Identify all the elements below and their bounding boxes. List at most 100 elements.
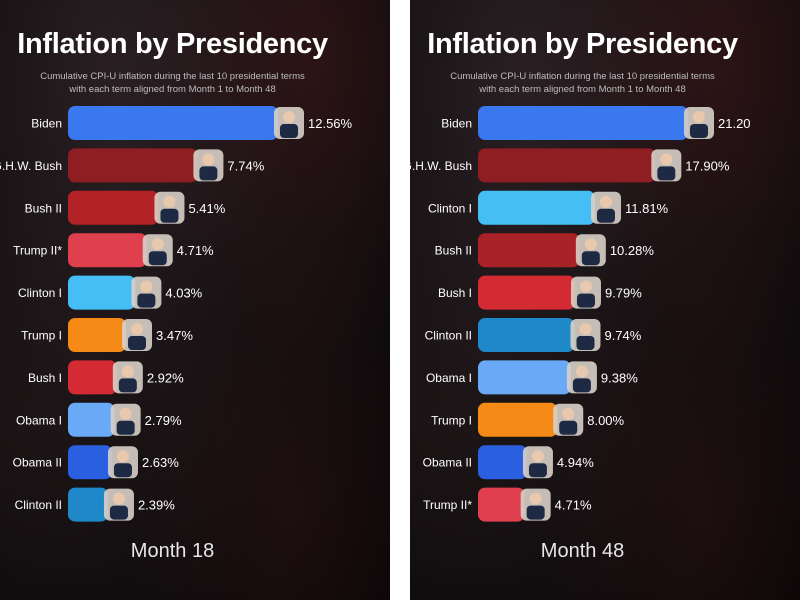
bar bbox=[478, 445, 527, 480]
value-label: 21.20 bbox=[718, 116, 751, 131]
bar-row: Trump I 8.00% bbox=[431, 402, 625, 437]
portrait-face bbox=[140, 280, 153, 293]
bar-row: G.H.W. Bush 17.90% bbox=[410, 148, 730, 183]
portrait-face bbox=[202, 153, 215, 166]
value-label: 4.71% bbox=[555, 498, 592, 513]
chart-subtitle-line-2: with each term aligned from Month 1 to M… bbox=[69, 84, 276, 95]
value-label: 12.56% bbox=[308, 116, 353, 131]
month-label: Month 48 bbox=[540, 540, 625, 562]
bar-row: G.H.W. Bush 7.74% bbox=[0, 148, 265, 183]
category-label: Biden bbox=[441, 117, 472, 131]
month-label: Month 18 bbox=[130, 540, 215, 562]
bar-row: Bush II 10.28% bbox=[435, 233, 655, 268]
portrait-suit bbox=[657, 166, 676, 181]
portrait-face bbox=[119, 407, 132, 420]
portrait-face bbox=[531, 450, 544, 463]
category-label: Clinton I bbox=[428, 201, 472, 215]
bar bbox=[68, 233, 147, 268]
bar-row: Clinton II 9.74% bbox=[425, 318, 642, 352]
portrait-suit bbox=[596, 208, 615, 223]
value-label: 9.74% bbox=[604, 328, 641, 343]
bar bbox=[478, 233, 580, 268]
bar-row: Obama I 2.79% bbox=[16, 402, 182, 437]
chart-subtitle-line-1: Cumulative CPI-U inflation during the la… bbox=[40, 71, 305, 82]
bar bbox=[478, 148, 656, 183]
bar bbox=[68, 445, 112, 480]
chart-title: Inflation by Presidency bbox=[427, 28, 738, 60]
portrait-suit bbox=[572, 378, 591, 393]
portrait-face bbox=[575, 365, 588, 378]
bar bbox=[68, 360, 117, 395]
bar bbox=[68, 106, 278, 140]
category-label: Obama II bbox=[423, 456, 472, 470]
value-label: 2.39% bbox=[138, 498, 175, 513]
portrait-suit bbox=[581, 251, 600, 266]
category-label: Clinton II bbox=[15, 498, 62, 512]
category-label: Obama I bbox=[16, 413, 62, 427]
bar bbox=[68, 190, 159, 225]
bar bbox=[478, 360, 571, 395]
chart-title: Inflation by Presidency bbox=[17, 28, 328, 60]
portrait-face bbox=[693, 111, 705, 123]
portrait-suit bbox=[116, 420, 135, 435]
chart-subtitle-line-1: Cumulative CPI-U inflation during the la… bbox=[450, 71, 715, 82]
value-label: 5.41% bbox=[188, 201, 225, 216]
category-label: Biden bbox=[31, 117, 62, 131]
bar bbox=[68, 148, 198, 183]
portrait-face bbox=[599, 195, 612, 208]
bar bbox=[478, 402, 558, 437]
category-label: Bush I bbox=[28, 371, 62, 385]
bar-row: Obama II 2.63% bbox=[13, 445, 179, 480]
bar bbox=[68, 487, 108, 522]
portrait-suit bbox=[160, 208, 179, 223]
bar-row: Clinton II 2.39% bbox=[15, 487, 175, 522]
bar-row: Trump I 3.47% bbox=[21, 318, 193, 352]
category-label: Clinton I bbox=[18, 286, 62, 300]
portrait-face bbox=[121, 365, 134, 378]
bar-row: Clinton I 4.03% bbox=[18, 275, 203, 310]
portrait-suit bbox=[128, 336, 147, 350]
portrait-suit bbox=[137, 293, 156, 308]
bar-row: Obama I 9.38% bbox=[426, 360, 638, 395]
portrait-face bbox=[116, 450, 129, 463]
portrait-suit bbox=[528, 463, 547, 478]
category-label: G.H.W. Bush bbox=[410, 159, 472, 173]
category-label: Bush I bbox=[438, 286, 472, 300]
portrait-suit bbox=[526, 505, 545, 520]
bar bbox=[478, 190, 595, 225]
chart-subtitle: Cumulative CPI-U inflation during the la… bbox=[0, 70, 345, 96]
bar-chart: Biden 21.20 G.H.W. Bush 17.90% Clinton I 11.8… bbox=[410, 106, 751, 522]
value-label: 10.28% bbox=[610, 243, 655, 258]
value-label: 4.94% bbox=[557, 455, 594, 470]
bar bbox=[478, 106, 688, 140]
bar-row: Bush II 5.41% bbox=[25, 190, 226, 225]
bar-row: Trump II* 4.71% bbox=[423, 487, 592, 522]
portrait-face bbox=[562, 407, 575, 420]
bar-row: Biden 21.20 bbox=[441, 106, 751, 140]
value-label: 8.00% bbox=[587, 413, 624, 428]
portrait-suit bbox=[199, 166, 218, 181]
bar bbox=[478, 318, 575, 352]
chart-subtitle-line-2: with each term aligned from Month 1 to M… bbox=[479, 84, 686, 95]
portrait-face bbox=[283, 111, 295, 123]
value-label: 2.63% bbox=[142, 455, 179, 470]
chart-panel-month-48: Inflation by Presidency Cumulative CPI-U… bbox=[410, 0, 800, 600]
chart-panel-month-18: Inflation by Presidency Cumulative CPI-U… bbox=[0, 0, 390, 600]
value-label: 9.79% bbox=[605, 286, 642, 301]
bar bbox=[68, 318, 127, 352]
category-label: Obama II bbox=[13, 456, 62, 470]
portrait-suit bbox=[148, 251, 167, 266]
bar-row: Obama II 4.94% bbox=[423, 445, 594, 480]
portrait-face bbox=[151, 238, 164, 251]
category-label: G.H.W. Bush bbox=[0, 159, 62, 173]
value-label: 9.38% bbox=[601, 370, 638, 385]
value-label: 4.71% bbox=[177, 243, 214, 258]
portrait-suit bbox=[280, 124, 298, 138]
category-label: Obama I bbox=[426, 371, 472, 385]
portrait-suit bbox=[559, 420, 578, 435]
portrait-face bbox=[112, 492, 125, 505]
portrait-face bbox=[579, 323, 592, 335]
portrait-face bbox=[584, 238, 597, 251]
category-label: Bush II bbox=[435, 244, 472, 258]
bar-row: Clinton I 11.81% bbox=[428, 190, 669, 225]
